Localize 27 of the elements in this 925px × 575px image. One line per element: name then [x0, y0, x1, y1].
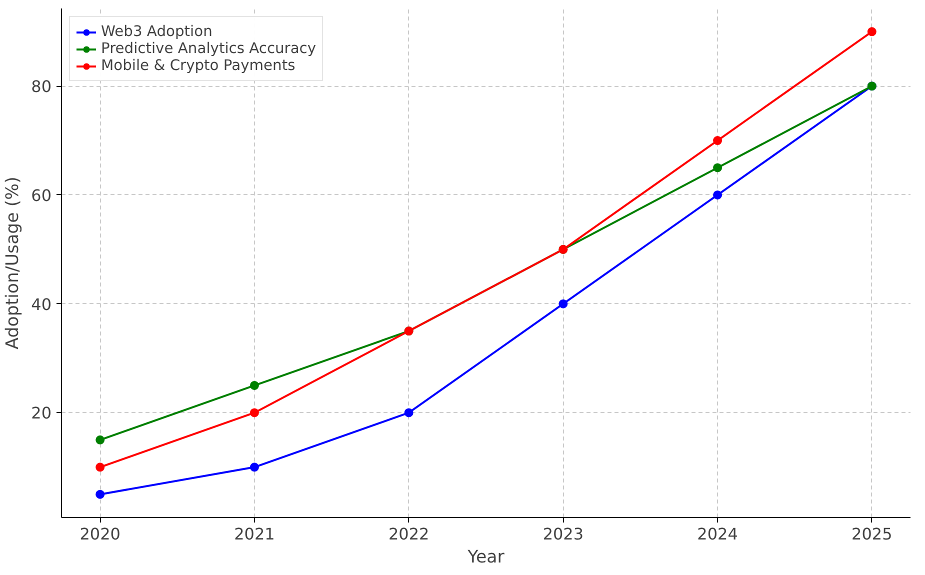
- point: [713, 190, 722, 200]
- point: [558, 299, 568, 308]
- x-tick-label: 2023: [542, 524, 584, 544]
- y-axis-title: Adoption/Usage (%): [3, 176, 24, 350]
- x-tick-label: 2024: [697, 524, 738, 544]
- y-tick-label: 60: [31, 186, 52, 205]
- legend-label: Mobile & Crypto Payments: [101, 57, 296, 74]
- point: [404, 408, 414, 418]
- point: [96, 490, 105, 499]
- point: [250, 408, 259, 418]
- y-tick-label: 20: [31, 404, 52, 423]
- x-tick-label: 2021: [234, 524, 275, 544]
- x-tick-label: 2022: [388, 524, 430, 544]
- x-tick-label: 2020: [80, 524, 120, 544]
- point: [867, 27, 876, 36]
- point: [250, 380, 259, 390]
- point: [96, 462, 105, 472]
- legend-label: Web3 Adoption: [101, 23, 212, 40]
- point: [713, 163, 722, 172]
- x-axis-title: Year: [466, 548, 506, 568]
- y-tick-label: 80: [31, 77, 52, 96]
- point: [713, 136, 722, 146]
- point: [96, 435, 105, 444]
- legend-label: Predictive Analytics Accuracy: [101, 40, 316, 57]
- point: [250, 462, 259, 472]
- x-tick-label: 2025: [852, 524, 892, 544]
- y-tick-label: 40: [31, 294, 52, 314]
